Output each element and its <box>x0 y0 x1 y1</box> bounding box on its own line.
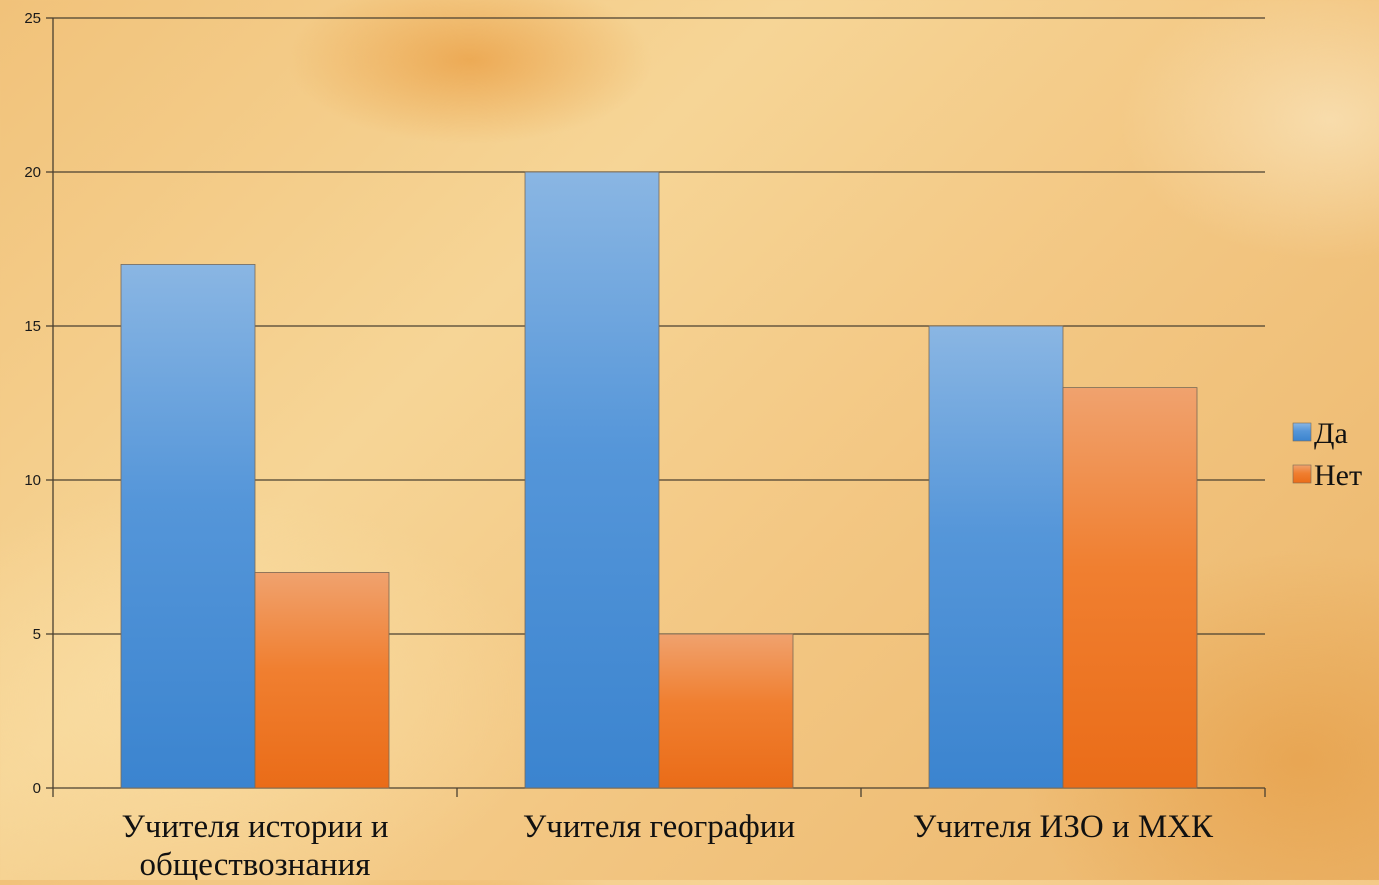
bar-da-2 <box>928 325 1064 789</box>
y-tick-label: 5 <box>33 626 41 643</box>
x-category-label: обществознания <box>140 847 371 880</box>
bar-net-0 <box>254 572 390 789</box>
legend-label-0: Да <box>1314 417 1348 450</box>
bars <box>120 171 1198 789</box>
bar-net-1 <box>658 633 794 789</box>
y-tick-label: 0 <box>33 780 41 797</box>
bar-da-1 <box>524 171 660 789</box>
bar-da-0 <box>120 263 256 789</box>
y-tick-label: 20 <box>24 164 41 181</box>
bar-net-2 <box>1062 387 1198 789</box>
x-category-label: Учителя истории и <box>121 809 388 845</box>
x-category-label: Учителя ИЗО и МХК <box>913 809 1214 845</box>
y-tick-label: 15 <box>24 318 41 335</box>
legend-swatch-1 <box>1292 464 1312 484</box>
x-category-label: Учителя географии <box>523 809 795 845</box>
y-tick-label: 10 <box>24 472 41 489</box>
y-tick-label: 25 <box>24 10 41 27</box>
legend: Да Нет <box>1292 417 1362 492</box>
axis-labels: 0 5 10 15 20 25 Учителя истории иобществознани… <box>24 10 1214 883</box>
legend-swatch-0 <box>1292 422 1312 442</box>
legend-label-1: Нет <box>1314 459 1362 492</box>
